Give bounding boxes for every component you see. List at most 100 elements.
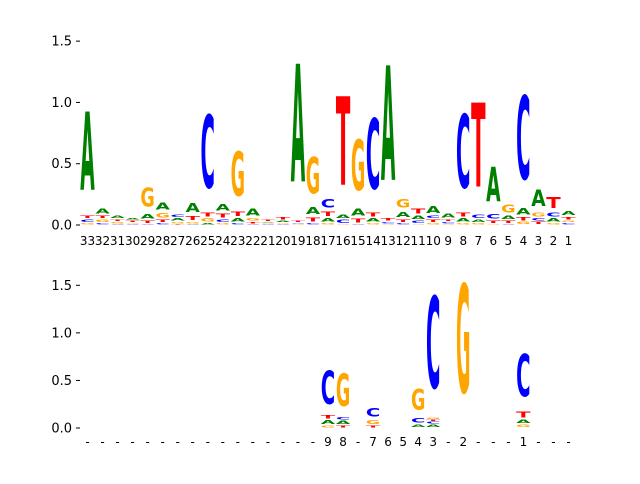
x-tick-label: - <box>130 435 134 449</box>
logo-letter-A: A <box>561 211 576 217</box>
logo-letter-C: C <box>471 214 485 219</box>
x-tick-label: 27 <box>170 234 185 248</box>
logo-letter-C: C <box>441 221 455 223</box>
x-tick-label: 30 <box>125 234 140 248</box>
logo-letter-T: T <box>186 215 201 221</box>
logo-letter-A: A <box>336 214 351 219</box>
logo-letter-G: G <box>426 417 440 419</box>
logo-letter-T: T <box>291 220 306 223</box>
logo-letter-C: C <box>411 220 425 224</box>
x-tick-label: 5 <box>505 234 513 248</box>
logo-letter-A: A <box>531 186 546 212</box>
x-tick-label: - <box>506 435 510 449</box>
logo-letter-C: C <box>321 197 335 211</box>
logo-letter-C: C <box>366 406 380 419</box>
logo-letter-G: G <box>276 223 290 224</box>
logo-letter-G: G <box>546 222 560 225</box>
logo-letter-G: G <box>170 221 184 224</box>
logo-letter-T: T <box>321 415 336 420</box>
x-tick-label: - <box>206 435 210 449</box>
logo-letter-G: G <box>110 221 124 224</box>
logo-letter-A: A <box>396 211 410 219</box>
x-tick-label: 9 <box>324 435 332 449</box>
x-tick-label: 31 <box>110 234 125 248</box>
logo-letter-T: T <box>321 210 336 217</box>
logo-letter-G: G <box>561 220 575 223</box>
y-tick-label: 1.0 <box>51 96 72 111</box>
x-tick-label: - <box>491 435 495 449</box>
x-tick-label: 1 <box>520 435 528 449</box>
logo-letter-A: A <box>426 425 441 429</box>
logo-letter-G: G <box>471 222 485 225</box>
logo-letter-A: A <box>426 205 441 216</box>
logo-letter-G: G <box>306 147 320 206</box>
logo-letter-G: G <box>291 224 305 225</box>
logo-letter-C: C <box>231 223 245 225</box>
logo-letter-A: A <box>471 219 486 223</box>
logo-letter-A: A <box>336 421 351 426</box>
x-tick-label: - <box>145 435 149 449</box>
logo-letter-G: G <box>516 221 530 225</box>
x-tick-label: 7 <box>474 234 482 248</box>
x-tick-label: 8 <box>459 234 467 248</box>
logo-letter-A: A <box>381 35 395 218</box>
x-tick-label: 23 <box>230 234 245 248</box>
logo-letter-T: T <box>501 220 516 224</box>
logo-letter-C: C <box>381 221 395 223</box>
x-tick-label: 18 <box>305 234 320 248</box>
x-tick-label: 8 <box>339 435 347 449</box>
logo-letter-T: T <box>456 212 471 218</box>
x-tick-label: 26 <box>185 234 200 248</box>
logo-letter-A: A <box>516 207 531 216</box>
logo-letter-C: C <box>486 213 500 220</box>
logo-letter-A: A <box>216 204 231 213</box>
logo-letter-C: C <box>561 223 575 225</box>
logo-letter-A: A <box>231 218 246 223</box>
logo-letter-T: T <box>306 217 321 223</box>
logo-letter-G: G <box>125 223 139 224</box>
logo-letter-G: G <box>336 365 350 418</box>
logo-letter-C: C <box>216 219 230 223</box>
x-tick-label: 14 <box>365 234 380 248</box>
logo-letter-G: G <box>140 183 154 214</box>
x-tick-label: - <box>266 435 270 449</box>
logo-letter-G: G <box>441 224 455 225</box>
logo-letter-T: T <box>231 210 246 217</box>
logo-letter-C: C <box>501 224 515 225</box>
x-tick-label: - <box>356 435 360 449</box>
logo-letter-T: T <box>140 220 155 224</box>
logo-letter-G: G <box>321 425 335 428</box>
logo-letter-C: C <box>261 224 275 225</box>
x-tick-label: - <box>251 435 255 449</box>
logo-letter-T: T <box>95 215 110 219</box>
x-tick-label: 7 <box>369 435 377 449</box>
x-tick-label: - <box>551 435 555 449</box>
logo-letter-C: C <box>140 224 154 225</box>
x-tick-label: 3 <box>535 234 543 248</box>
logo-letter-C: C <box>456 96 470 213</box>
logo-letter-A: A <box>366 218 381 223</box>
logo-letter-C: C <box>336 219 350 224</box>
logo-letter-A: A <box>110 216 125 220</box>
logo-letter-T: T <box>246 221 261 224</box>
logo-letter-G: G <box>246 218 260 222</box>
logo-letter-A: A <box>306 206 321 217</box>
x-tick-label: - <box>281 435 285 449</box>
logo-letter-C: C <box>516 344 530 411</box>
logo-letter-C: C <box>426 215 440 219</box>
x-tick-label: 6 <box>384 435 392 449</box>
logo-letter-G: G <box>231 139 245 211</box>
x-tick-label: 33 <box>80 234 95 248</box>
logo-letter-A: A <box>411 215 426 220</box>
logo-letter-G: G <box>80 222 94 225</box>
x-tick-label: - <box>85 435 89 449</box>
logo-letter-G: G <box>396 197 410 211</box>
logo-letter-G: G <box>381 224 395 225</box>
x-tick-label: 6 <box>490 234 498 248</box>
logo-letter-T: T <box>366 425 381 428</box>
logo-letter-C: C <box>411 417 425 425</box>
logo-letter-T: T <box>201 212 216 218</box>
logo-letter-C: C <box>201 95 215 212</box>
x-tick-label: 19 <box>290 234 305 248</box>
